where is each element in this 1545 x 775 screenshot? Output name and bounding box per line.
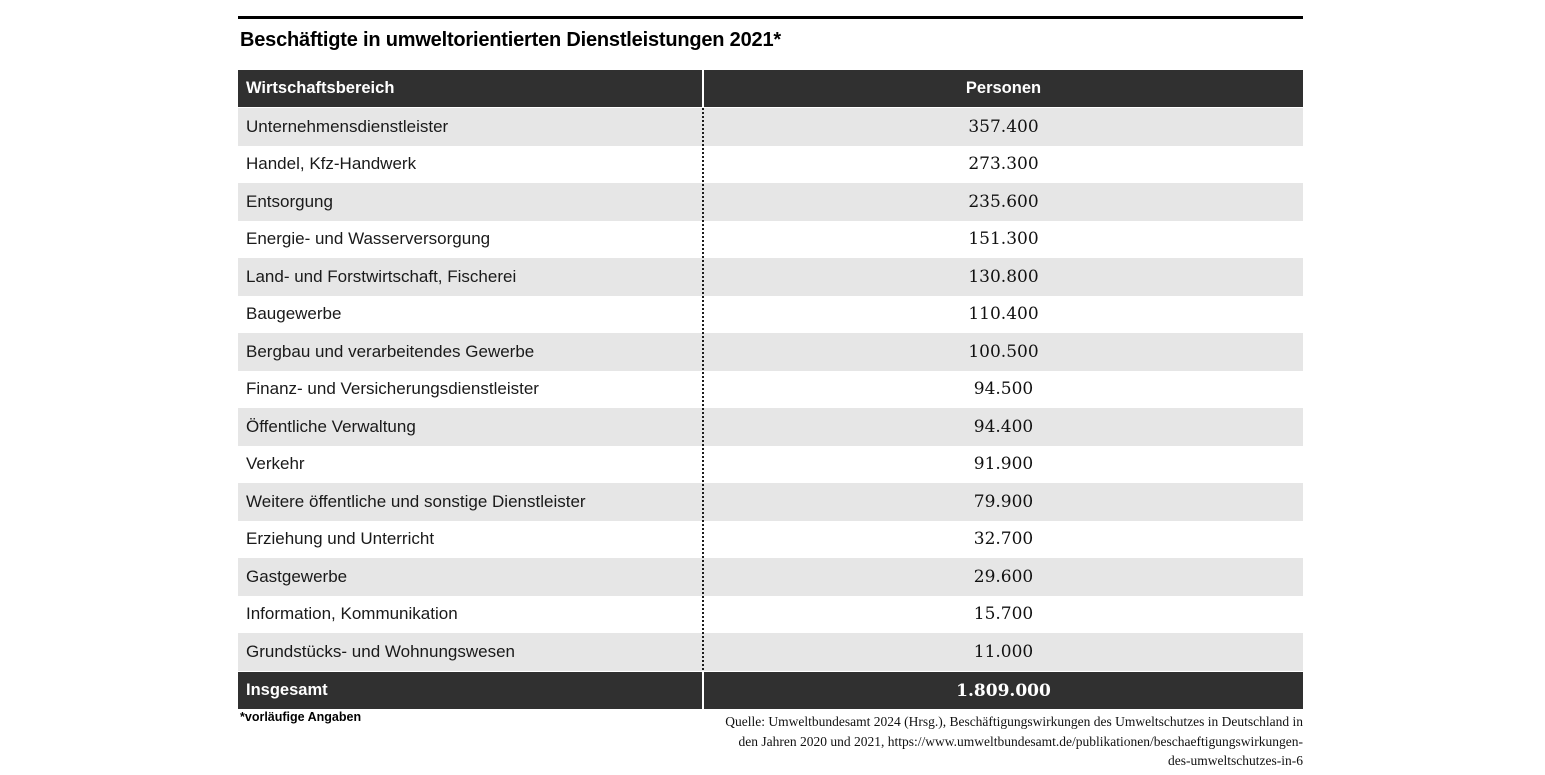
source-line: Quelle: Umweltbundesamt 2024 (Hrsg.), Be… <box>725 714 1303 729</box>
table-row: Verkehr 91.900 <box>238 446 1303 484</box>
table-row: Baugewerbe 110.400 <box>238 296 1303 334</box>
source-line: des-umweltschutzes-in-6 <box>1168 753 1303 768</box>
table-header-row: Wirtschaftsbereich Personen <box>238 70 1303 107</box>
value-cell: 94.500 <box>973 379 1034 400</box>
table-row: Grundstücks- und Wohnungswesen 11.000 <box>238 633 1303 671</box>
table-row: Finanz- und Versicherungsdienstleister 9… <box>238 371 1303 409</box>
sector-cell: Weitere öffentliche und sonstige Dienstl… <box>246 491 586 511</box>
value-cell: 91.900 <box>973 454 1034 475</box>
table-row: Bergbau und verarbeitendes Gewerbe 100.5… <box>238 333 1303 371</box>
table-row: Information, Kommunikation 15.700 <box>238 596 1303 634</box>
table-row: Entsorgung 235.600 <box>238 183 1303 221</box>
value-cell: 29.600 <box>973 566 1034 587</box>
value-cell: 151.300 <box>968 229 1039 250</box>
value-cell: 15.700 <box>973 604 1034 625</box>
sector-cell: Land- und Forstwirtschaft, Fischerei <box>246 266 517 286</box>
table-row: Energie- und Wasserversorgung 151.300 <box>238 221 1303 259</box>
sector-cell: Erziehung und Unterricht <box>246 529 435 549</box>
table-row: Öffentliche Verwaltung 94.400 <box>238 408 1303 446</box>
sector-cell: Unternehmensdienstleister <box>246 116 449 136</box>
table-total-row: Insgesamt 1.809.000 <box>238 672 1303 709</box>
top-rule <box>238 16 1303 19</box>
value-cell: 100.500 <box>968 341 1039 362</box>
table-row: Handel, Kfz-Handwerk 273.300 <box>238 146 1303 184</box>
source-line: den Jahren 2020 und 2021, https://www.um… <box>738 733 1303 749</box>
page-title: Beschäftigte in umweltorientierten Diens… <box>240 29 781 51</box>
total-value: 1.809.000 <box>704 672 1303 709</box>
sector-cell: Finanz- und Versicherungsdienstleister <box>246 379 539 399</box>
table-row: Weitere öffentliche und sonstige Dienstl… <box>238 483 1303 521</box>
value-cell: 110.400 <box>968 304 1039 325</box>
sector-cell: Gastgewerbe <box>246 566 348 586</box>
table-row: Erziehung und Unterricht 32.700 <box>238 521 1303 559</box>
sector-cell: Baugewerbe <box>246 304 342 324</box>
footnote: *vorläufige Angaben <box>240 710 362 724</box>
value-cell: 130.800 <box>968 266 1039 287</box>
table-row: Unternehmensdienstleister 357.400 <box>238 108 1303 146</box>
value-cell: 235.600 <box>968 191 1039 212</box>
value-cell: 79.900 <box>973 491 1034 512</box>
sector-cell: Öffentliche Verwaltung <box>246 416 416 436</box>
value-cell: 94.400 <box>973 416 1034 437</box>
value-cell: 11.000 <box>973 641 1034 662</box>
table-row: Gastgewerbe 29.600 <box>238 558 1303 596</box>
column-header-personen: Personen <box>704 70 1303 107</box>
column-header-wirtschaftsbereich: Wirtschaftsbereich <box>238 70 702 107</box>
table-sheet: Beschäftigte in umweltorientierten Diens… <box>238 0 1303 775</box>
source-citation: Quelle: Umweltbundesamt 2024 (Hrsg.), Be… <box>663 712 1303 771</box>
sector-cell: Bergbau und verarbeitendes Gewerbe <box>246 341 535 361</box>
sector-cell: Verkehr <box>246 454 305 474</box>
table-body: Unternehmensdienstleister 357.400 Handel… <box>238 108 1303 671</box>
sector-cell: Grundstücks- und Wohnungswesen <box>246 641 516 661</box>
value-cell: 357.400 <box>968 116 1039 137</box>
value-cell: 32.700 <box>973 529 1034 550</box>
value-cell: 273.300 <box>968 154 1039 175</box>
total-label: Insgesamt <box>238 672 702 709</box>
sector-cell: Handel, Kfz-Handwerk <box>246 154 417 174</box>
sector-cell: Information, Kommunikation <box>246 604 458 624</box>
table-row: Land- und Forstwirtschaft, Fischerei 130… <box>238 258 1303 296</box>
sector-cell: Energie- und Wasserversorgung <box>246 229 491 249</box>
sector-cell: Entsorgung <box>246 191 333 211</box>
